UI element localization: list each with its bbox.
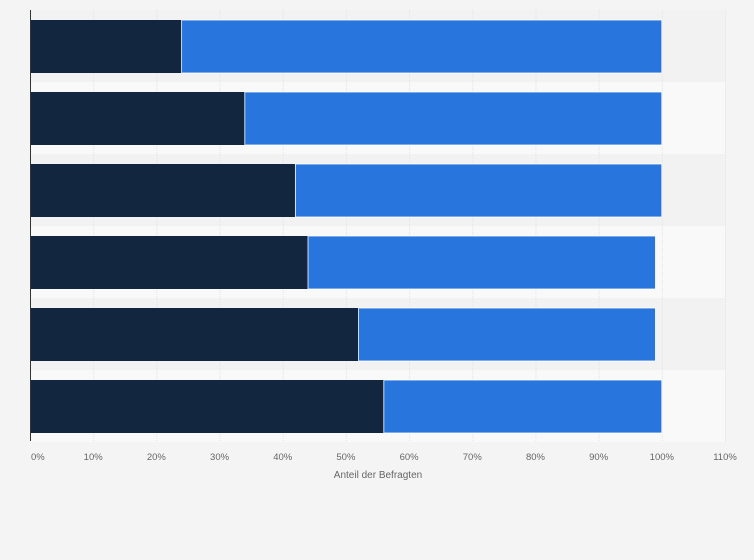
x-tick-label: 80% — [526, 452, 546, 463]
bar-segment — [30, 308, 359, 361]
bar-segment — [30, 380, 384, 433]
x-tick-label: 110% — [713, 452, 737, 463]
bar-segment — [307, 235, 656, 290]
x-tick-label: 10% — [84, 452, 104, 463]
x-tick-label: 0% — [31, 452, 45, 463]
bars — [30, 19, 663, 434]
x-tick-label: 100% — [650, 452, 675, 463]
x-axis-title: Anteil der Befragten — [334, 470, 422, 481]
bar-segment — [244, 91, 663, 146]
x-tick-label: 70% — [463, 452, 483, 463]
x-tick-label: 40% — [273, 452, 293, 463]
x-tick-label: 50% — [336, 452, 356, 463]
bar-segment — [294, 163, 663, 218]
x-tick-label: 60% — [400, 452, 420, 463]
bar-segment — [30, 236, 308, 289]
bar-segment — [383, 379, 663, 434]
bar-segment — [30, 20, 182, 73]
row-bands — [30, 10, 725, 442]
x-tick-label: 30% — [210, 452, 230, 463]
x-tick-labels: 0% 10% 20% 30% 40% 50% 60% 70% 80% 90% 100% 110% — [31, 452, 737, 463]
bar-segment — [30, 164, 296, 217]
x-tick-label: 90% — [589, 452, 609, 463]
bar-segment — [181, 19, 663, 74]
bar-segment — [30, 92, 245, 145]
bar-segment — [358, 307, 656, 362]
x-tick-label: 20% — [147, 452, 167, 463]
